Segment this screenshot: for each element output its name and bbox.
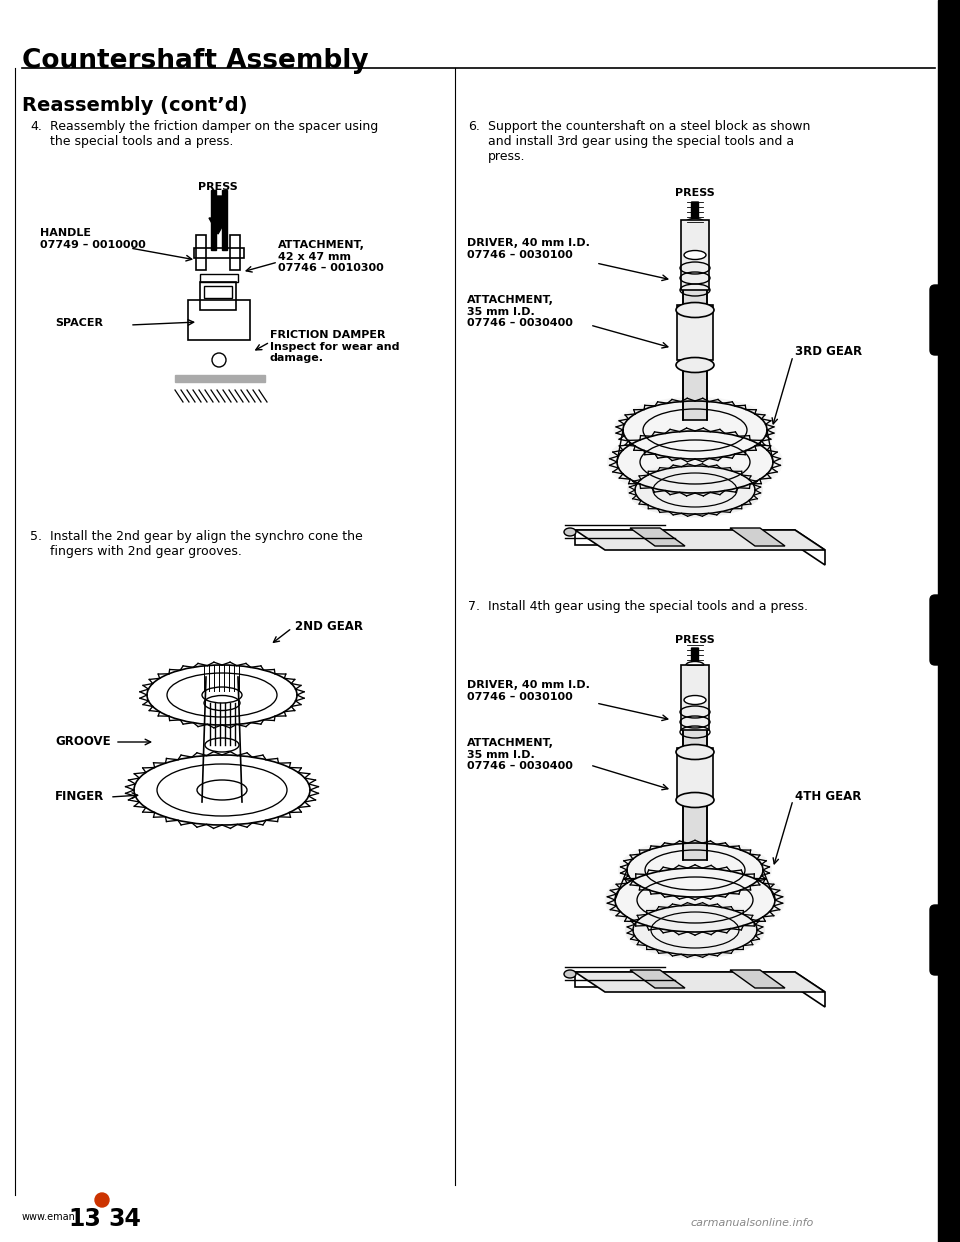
- Bar: [200, 274, 238, 282]
- Polygon shape: [575, 530, 825, 550]
- Text: ATTACHMENT,
35 mm I.D.
07746 – 0030400: ATTACHMENT, 35 mm I.D. 07746 – 0030400: [467, 296, 573, 328]
- Text: PRESS: PRESS: [675, 635, 715, 645]
- Bar: [677, 306, 713, 360]
- Ellipse shape: [684, 251, 706, 260]
- Bar: [175, 375, 265, 383]
- Text: PRESS: PRESS: [675, 188, 715, 197]
- Polygon shape: [730, 528, 785, 546]
- Polygon shape: [575, 972, 825, 1007]
- Text: Reassembly (cont’d): Reassembly (cont’d): [22, 96, 248, 116]
- Ellipse shape: [614, 397, 776, 462]
- Ellipse shape: [205, 738, 239, 751]
- Polygon shape: [630, 970, 685, 987]
- Polygon shape: [730, 970, 785, 987]
- Bar: [188, 301, 250, 340]
- Polygon shape: [575, 530, 825, 565]
- Text: www.eman: www.eman: [22, 1212, 76, 1222]
- Ellipse shape: [619, 840, 771, 900]
- Ellipse shape: [626, 902, 764, 958]
- Bar: [683, 235, 707, 420]
- Text: 34: 34: [108, 1207, 141, 1231]
- Ellipse shape: [676, 744, 714, 760]
- Text: Reassembly the friction damper on the spacer using
the special tools and a press: Reassembly the friction damper on the sp…: [50, 120, 378, 148]
- Ellipse shape: [606, 864, 784, 935]
- Circle shape: [95, 1194, 109, 1207]
- Bar: [211, 190, 216, 250]
- Text: 4.: 4.: [30, 120, 42, 133]
- Ellipse shape: [564, 970, 576, 977]
- Bar: [681, 664, 709, 730]
- Text: carmanualsonline.info: carmanualsonline.info: [690, 1218, 813, 1228]
- Bar: [683, 674, 707, 859]
- Ellipse shape: [608, 427, 782, 497]
- Ellipse shape: [686, 219, 704, 226]
- Text: Support the countershaft on a steel block as shown
and install 3rd gear using th: Support the countershaft on a steel bloc…: [488, 120, 810, 163]
- Bar: [938, 0, 960, 1242]
- Text: FRICTION DAMPER
Inspect for wear and
damage.: FRICTION DAMPER Inspect for wear and dam…: [270, 330, 399, 363]
- Ellipse shape: [628, 463, 762, 517]
- FancyArrow shape: [689, 202, 701, 232]
- Text: ATTACHMENT,
42 x 47 mm
07746 – 0010300: ATTACHMENT, 42 x 47 mm 07746 – 0010300: [278, 240, 384, 273]
- Text: Install 4th gear using the special tools and a press.: Install 4th gear using the special tools…: [488, 600, 808, 614]
- Text: Countershaft Assembly: Countershaft Assembly: [22, 48, 369, 75]
- Ellipse shape: [124, 751, 321, 830]
- Bar: [222, 190, 227, 250]
- Ellipse shape: [138, 662, 306, 729]
- Bar: [200, 282, 236, 310]
- Text: Install the 2nd gear by align the synchro cone the
fingers with 2nd gear grooves: Install the 2nd gear by align the synchr…: [50, 530, 363, 558]
- Text: 4TH GEAR: 4TH GEAR: [795, 790, 861, 804]
- FancyBboxPatch shape: [930, 284, 960, 355]
- Bar: [196, 235, 206, 270]
- Ellipse shape: [676, 303, 714, 318]
- FancyArrow shape: [689, 648, 701, 674]
- FancyBboxPatch shape: [930, 905, 960, 975]
- Text: PRESS: PRESS: [198, 183, 238, 193]
- Ellipse shape: [676, 792, 714, 807]
- Bar: [194, 248, 244, 258]
- FancyBboxPatch shape: [930, 595, 960, 664]
- Text: 3RD GEAR: 3RD GEAR: [795, 345, 862, 358]
- Text: ATTACHMENT,
35 mm I.D.
07746 – 0030400: ATTACHMENT, 35 mm I.D. 07746 – 0030400: [467, 738, 573, 771]
- Ellipse shape: [684, 696, 706, 704]
- Polygon shape: [575, 972, 825, 992]
- Text: DRIVER, 40 mm I.D.
07746 – 0030100: DRIVER, 40 mm I.D. 07746 – 0030100: [467, 238, 589, 260]
- Text: FINGER: FINGER: [55, 790, 105, 804]
- Bar: [230, 235, 240, 270]
- Text: HANDLE
07749 – 0010000: HANDLE 07749 – 0010000: [40, 229, 146, 250]
- Ellipse shape: [686, 662, 704, 668]
- FancyArrow shape: [209, 196, 227, 233]
- Bar: [204, 286, 232, 298]
- Ellipse shape: [676, 358, 714, 373]
- Bar: [681, 220, 709, 289]
- Polygon shape: [630, 528, 685, 546]
- Text: 6.: 6.: [468, 120, 480, 133]
- Text: 5.: 5.: [30, 530, 42, 543]
- Text: 7.: 7.: [468, 600, 480, 614]
- Ellipse shape: [564, 528, 576, 537]
- Text: GROOVE: GROOVE: [55, 735, 110, 748]
- Text: 13: 13: [68, 1207, 101, 1231]
- Text: 2ND GEAR: 2ND GEAR: [295, 620, 363, 633]
- Text: DRIVER, 40 mm I.D.
07746 – 0030100: DRIVER, 40 mm I.D. 07746 – 0030100: [467, 681, 589, 702]
- Bar: [677, 748, 713, 800]
- Text: SPACER: SPACER: [55, 318, 103, 328]
